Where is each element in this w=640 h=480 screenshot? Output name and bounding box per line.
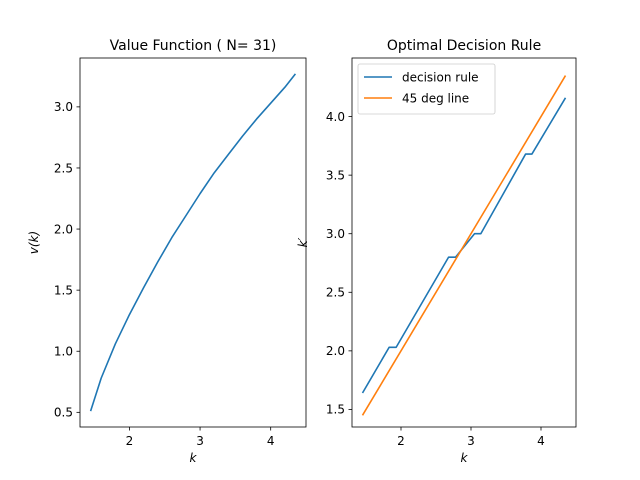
decision-x-axis-label: k: [461, 451, 469, 465]
value-y-tick-label: 3.0: [54, 100, 73, 114]
value-x-tick-label: 3: [196, 434, 204, 448]
value-y-tick-label: 2.0: [54, 222, 73, 236]
value-y-tick-label: 0.5: [54, 406, 73, 420]
decision-legend: decision rule 45 deg line: [357, 63, 496, 115]
decision-rule-chart: 2 3 4 1.5 2.0 2.5 3.0 3.5 4.0 Optimal Decision Ru…: [296, 38, 577, 465]
decision-x-tick-label: 2: [397, 434, 405, 448]
decision-y-tick-label: 4.0: [326, 110, 345, 124]
value-x-axis-label: k: [190, 451, 198, 465]
value-function-chart: 2 3 4 0.5 1.0 1.5 2.0 2.5 3.0 Value Function ( N=…: [27, 38, 307, 465]
value-series-line-0: [89, 73, 297, 412]
value-x-tick-label: 4: [267, 434, 275, 448]
decision-y-axis-label: k′: [296, 237, 310, 247]
value-y-tick-label: 1.0: [54, 345, 73, 359]
value-y-tick-label: 2.5: [54, 161, 73, 175]
decision-legend-label-0: decision rule: [402, 70, 479, 84]
decision-series-line-1: [361, 75, 567, 416]
decision-x-tick-label: 3: [467, 434, 475, 448]
value-y-tick-label: 1.5: [54, 283, 73, 297]
decision-legend-label-1: 45 deg line: [402, 91, 469, 105]
decision-x-tick-label: 4: [537, 434, 545, 448]
decision-y-tick-label: 3.0: [326, 227, 345, 241]
value-axes-frame: [79, 57, 307, 428]
decision-y-tick-label: 3.5: [326, 168, 345, 182]
value-y-axis-label: v(k): [27, 231, 41, 254]
decision-legend-box: [357, 63, 496, 115]
decision-axes-frame: [351, 57, 577, 428]
value-chart-title: Value Function ( N= 31): [110, 38, 277, 54]
decision-y-tick-label: 1.5: [326, 403, 345, 417]
decision-y-tick-label: 2.0: [326, 344, 345, 358]
decision-series-line-0: [361, 97, 567, 394]
value-x-tick-label: 2: [126, 434, 134, 448]
decision-y-tick-label: 2.5: [326, 286, 345, 300]
decision-chart-title: Optimal Decision Rule: [387, 38, 541, 54]
